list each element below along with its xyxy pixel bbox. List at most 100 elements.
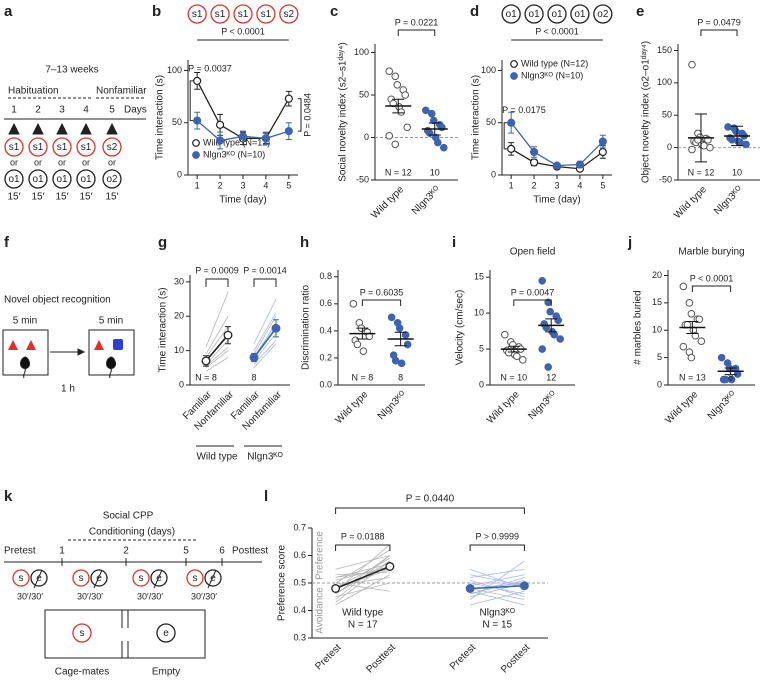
x-tick-label: Wild type [672, 184, 709, 221]
dot [695, 315, 704, 324]
or-label: or [58, 157, 66, 167]
p-bracket [503, 122, 508, 150]
group-label: Nlgn3ᴷᴼ [480, 608, 516, 619]
panel-letter: j [627, 234, 632, 251]
object-block [113, 339, 123, 350]
session-label: s1 [215, 9, 226, 20]
series-line [510, 122, 604, 167]
phase-label: Habituation [8, 86, 59, 97]
panel-letter: h [300, 234, 309, 251]
panel-letter: a [4, 3, 13, 20]
individual-line [335, 582, 390, 598]
diagram-title: Social CPP [103, 511, 154, 522]
dot [353, 340, 362, 349]
x-tick-label: Nlgn3ᴷᴼ [376, 389, 409, 422]
individual-line [205, 326, 229, 358]
y-tick-label: 10 [174, 345, 184, 355]
data-point [598, 137, 607, 146]
data-point [507, 144, 516, 153]
mean-point [223, 330, 233, 340]
dot [687, 310, 696, 318]
individual-line [335, 555, 391, 595]
interval-label: 1 h [61, 384, 75, 395]
dot [427, 109, 436, 118]
y-tick-label: 100 [481, 65, 496, 75]
mean-point [385, 562, 395, 571]
mouse [20, 356, 30, 379]
mean-point [519, 581, 529, 591]
x-tick-label: Nlgn3ᴷᴼ [410, 184, 443, 217]
mean-point [201, 356, 211, 366]
session-circle [279, 4, 299, 24]
y-tick-label: 20 [174, 311, 184, 321]
individual-line [253, 343, 277, 369]
arrow-head [32, 122, 44, 135]
data-point [193, 116, 202, 125]
y-tick-label: 0.6 [293, 550, 306, 560]
x-tick-label: 2 [218, 180, 223, 190]
data-point [529, 158, 539, 167]
n-label: 10 [732, 167, 742, 177]
y-tick-label: 10 [474, 308, 484, 318]
pair-label: s [79, 573, 84, 584]
panel-letter: b [152, 3, 161, 20]
p-bracket [298, 98, 302, 132]
dot [727, 375, 736, 384]
panel-letter: e [636, 3, 644, 20]
chamber-name: Cage-mates [55, 667, 109, 678]
group-label: Nlgn3ᴷᴼ [247, 452, 283, 463]
individual-line [205, 357, 229, 372]
x-tick-label: Nlgn3ᴷᴼ [526, 389, 559, 422]
n-label: 8 [728, 372, 733, 382]
y-tick-label: 100 [657, 77, 672, 87]
object-label: o1 [32, 174, 44, 185]
individual-line [253, 340, 277, 365]
empty-circle [90, 569, 108, 587]
pair-label: e [156, 573, 162, 584]
n-label: 12 [546, 372, 556, 382]
mean-point [331, 584, 341, 593]
p-value: P > 0.9999 [475, 531, 519, 541]
p-value: P = 0.0037 [188, 63, 232, 73]
p-value: P = 0.0479 [697, 17, 741, 27]
p-value: P = 0.0175 [502, 105, 546, 115]
object-label: o1 [8, 174, 20, 185]
dot [519, 356, 527, 364]
y-tick-label: 0 [479, 379, 484, 389]
x-tick-label: Pretest [313, 642, 343, 672]
y-tick-label: 50 [486, 117, 496, 127]
dot [395, 324, 404, 332]
social-label: s1 [81, 142, 92, 153]
mean-line [205, 334, 229, 362]
diagram-title: Novel object recognition [4, 295, 111, 306]
day-label: 4 [83, 105, 89, 116]
p-bracket [513, 299, 552, 306]
object-triangle [94, 340, 104, 350]
y-tick-label: 0 [364, 132, 369, 142]
session-label: s1 [192, 9, 203, 20]
data-point [507, 118, 516, 127]
y-tick-label: 0 [657, 379, 662, 389]
y-tick-label: 5 [657, 352, 662, 362]
y-tick-label: 0.3 [293, 632, 306, 642]
object-label: o1 [56, 174, 68, 185]
n-label: N = 17 [348, 620, 378, 631]
dot [556, 335, 565, 343]
legend-label: Nlgn3ᴷᴼ (N=10) [203, 149, 265, 159]
y-axis-label: Time interaction (s) [155, 75, 166, 160]
n-label: N = 8 [195, 372, 217, 382]
p-value: P < 0.0001 [535, 26, 579, 36]
y-tick-label: 0.5 [293, 577, 306, 587]
dot [728, 136, 736, 144]
dot [401, 331, 410, 339]
arrow-head [56, 122, 68, 135]
dot [688, 60, 696, 69]
dot [349, 300, 358, 308]
individual-line [335, 549, 391, 584]
individual-line [253, 298, 277, 344]
n-label: N = 12 [688, 167, 715, 177]
panel-letter: g [158, 234, 167, 251]
session-label: o1 [551, 9, 563, 20]
